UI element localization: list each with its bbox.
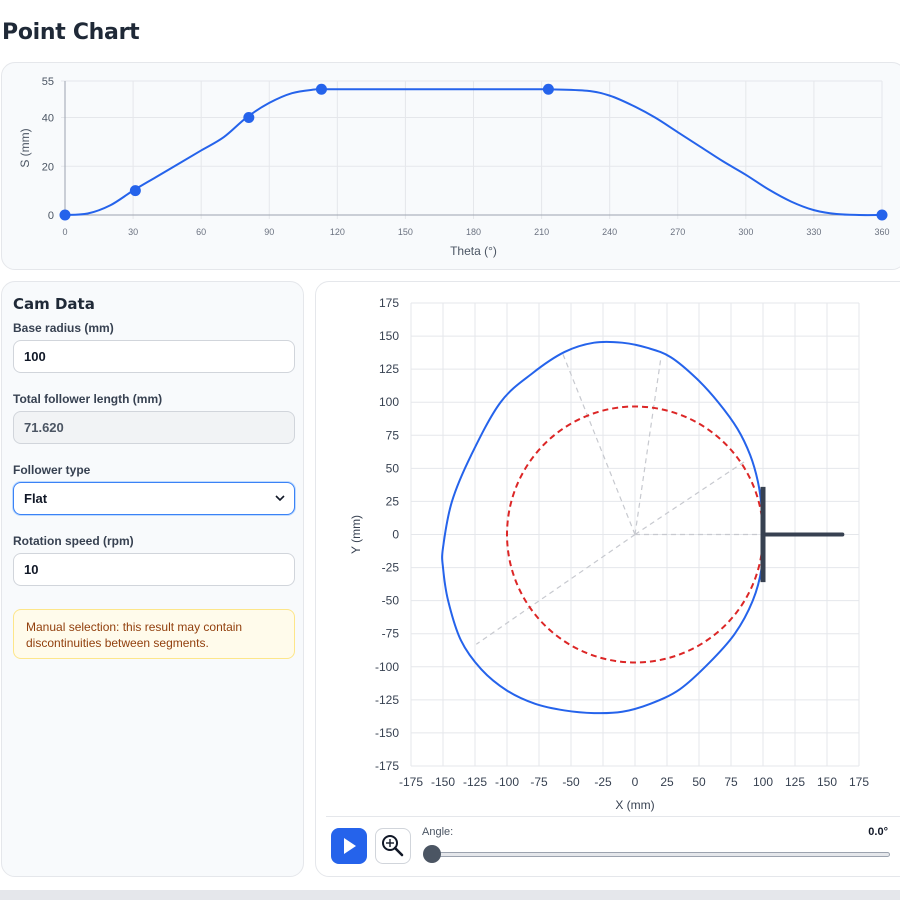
x-tick-label: -150 bbox=[431, 775, 455, 789]
control-point bbox=[542, 83, 554, 95]
y-tick-label: 0 bbox=[392, 528, 399, 542]
x-tick-label: 75 bbox=[724, 775, 738, 789]
follower-type-label: Follower type bbox=[13, 463, 91, 477]
warning-message: Manual selection: this result may contai… bbox=[13, 609, 295, 659]
follower-length-label: Total follower length (mm) bbox=[13, 392, 163, 406]
animation-controls: Angle: 0.0° bbox=[326, 816, 900, 872]
x-tick-label: 150 bbox=[817, 775, 837, 789]
page-title: Point Chart bbox=[2, 20, 140, 45]
y-tick-label: -50 bbox=[382, 594, 400, 608]
control-point bbox=[876, 209, 888, 221]
y-tick-label: 0 bbox=[48, 210, 54, 222]
x-tick-label: 270 bbox=[670, 227, 685, 237]
x-tick-label: 0 bbox=[632, 775, 639, 789]
y-tick-label: -175 bbox=[375, 759, 399, 773]
bottom-divider bbox=[0, 890, 900, 900]
rotation-speed-input[interactable]: 10 bbox=[13, 553, 295, 586]
y-tick-label: 40 bbox=[42, 113, 54, 125]
x-tick-label: 90 bbox=[264, 227, 274, 237]
y-axis-label: S (mm) bbox=[18, 128, 32, 167]
x-tick-label: 300 bbox=[738, 227, 753, 237]
control-point bbox=[59, 209, 71, 221]
y-tick-label: 55 bbox=[42, 76, 54, 88]
y-tick-label: -125 bbox=[375, 693, 399, 707]
y-tick-label: 25 bbox=[386, 494, 400, 508]
y-tick-label: 75 bbox=[386, 428, 400, 442]
y-tick-label: -100 bbox=[375, 660, 399, 674]
x-tick-label: 210 bbox=[534, 227, 549, 237]
angle-reference-line bbox=[634, 459, 747, 535]
x-tick-label: 180 bbox=[466, 227, 481, 237]
x-tick-label: 25 bbox=[660, 775, 674, 789]
x-tick-label: 330 bbox=[806, 227, 821, 237]
y-tick-label: -150 bbox=[375, 726, 399, 740]
x-tick-label: -175 bbox=[399, 775, 423, 789]
angle-slider-thumb[interactable] bbox=[423, 845, 441, 863]
follower-type-select[interactable]: Flat bbox=[13, 482, 295, 515]
chevron-down-icon bbox=[275, 495, 285, 502]
x-tick-label: 240 bbox=[602, 227, 617, 237]
x-tick-label: 175 bbox=[849, 775, 869, 789]
zoom-icon bbox=[382, 835, 404, 857]
control-point bbox=[315, 83, 327, 95]
base-radius-input[interactable]: 100 bbox=[13, 340, 295, 373]
angle-label: Angle: bbox=[422, 826, 454, 838]
control-point bbox=[129, 185, 141, 197]
displacement-curve bbox=[64, 88, 883, 217]
x-tick-label: 50 bbox=[692, 775, 706, 789]
motion-chart[interactable]: 0 30 60 90 120 150 180 210 240 270 300 330 360 0 20 40 5… bbox=[2, 63, 900, 271]
motion-chart-panel: 0 30 60 90 120 150 180 210 240 270 300 330 360 0 20 40 5… bbox=[1, 62, 900, 270]
y-tick-label: -75 bbox=[382, 627, 400, 641]
x-tick-label: 150 bbox=[398, 227, 413, 237]
base-radius-label: Base radius (mm) bbox=[13, 321, 114, 335]
angle-value: 0.0° bbox=[868, 826, 888, 838]
x-tick-label: 125 bbox=[785, 775, 805, 789]
x-tick-label: -125 bbox=[463, 775, 487, 789]
cam-profile-curve bbox=[441, 340, 764, 715]
y-tick-label: 150 bbox=[379, 329, 399, 343]
y-tick-label: 50 bbox=[386, 461, 400, 475]
x-axis-label: X (mm) bbox=[615, 798, 654, 812]
y-tick-label: 125 bbox=[379, 362, 399, 376]
cam-data-panel: Cam Data Base radius (mm) 100 Total foll… bbox=[1, 281, 304, 877]
x-tick-label: 100 bbox=[753, 775, 773, 789]
x-tick-label: -100 bbox=[495, 775, 519, 789]
x-tick-label: 0 bbox=[62, 227, 67, 237]
follower-type-value: Flat bbox=[24, 491, 48, 506]
cam-simulation-panel: -175 -175 -150 -150 -125 -125 -100 -100 -75 -75 -5… bbox=[315, 281, 900, 877]
x-tick-label: -25 bbox=[594, 775, 612, 789]
angle-reference-line bbox=[634, 359, 662, 535]
x-tick-label: -50 bbox=[562, 775, 580, 789]
y-tick-label: 175 bbox=[379, 296, 399, 310]
x-tick-label: -75 bbox=[530, 775, 548, 789]
motion-grid bbox=[61, 80, 883, 219]
x-tick-label: 120 bbox=[330, 227, 345, 237]
x-tick-label: 60 bbox=[196, 227, 206, 237]
zoom-button[interactable] bbox=[375, 828, 411, 864]
rotation-speed-label: Rotation speed (rpm) bbox=[13, 534, 134, 548]
play-icon bbox=[344, 838, 356, 854]
x-axis-label: Theta (°) bbox=[450, 244, 497, 258]
y-tick-label: 100 bbox=[379, 395, 399, 409]
play-button[interactable] bbox=[331, 828, 367, 864]
cam-profile-chart[interactable]: -175-175 -150 -150 -125 -125 -100 -100 -75 -75 -5… bbox=[316, 282, 900, 812]
x-tick-label: 30 bbox=[128, 227, 138, 237]
cam-grid bbox=[410, 302, 860, 767]
control-point bbox=[243, 112, 255, 124]
cam-data-title: Cam Data bbox=[13, 295, 95, 313]
y-tick-label: 20 bbox=[42, 161, 54, 173]
y-axis-label: Y (mm) bbox=[349, 515, 363, 554]
angle-slider-track[interactable] bbox=[430, 852, 890, 857]
follower-length-field: 71.620 bbox=[13, 411, 295, 444]
y-tick-label: -25 bbox=[382, 561, 400, 575]
x-tick-label: 360 bbox=[874, 227, 889, 237]
angle-reference-line bbox=[475, 534, 636, 645]
angle-reference-line bbox=[561, 351, 636, 535]
